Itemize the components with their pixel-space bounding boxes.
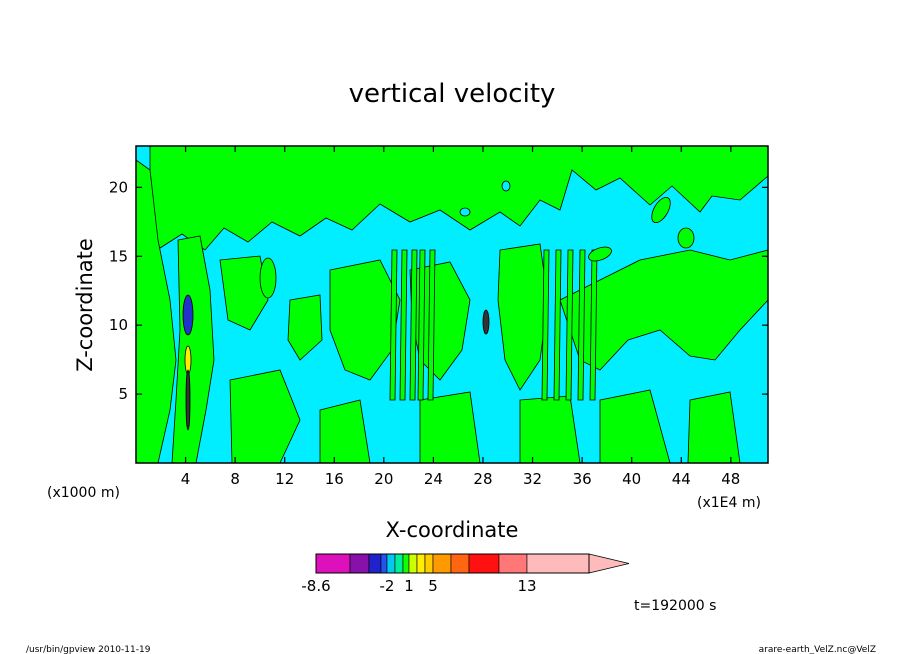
streak	[577, 249, 586, 401]
colorbar-swatch	[432, 553, 452, 574]
streak	[541, 249, 550, 401]
positive-region	[229, 369, 301, 463]
colorbar-swatch	[450, 553, 470, 574]
positive-region	[171, 235, 215, 463]
colorbar-extend-arrow	[588, 553, 630, 574]
colorbar-tick-label: -2	[380, 577, 395, 595]
streak	[417, 249, 426, 401]
y-tick-label: 15	[109, 247, 128, 265]
updraft-core	[182, 294, 194, 336]
colorbar-swatch	[402, 553, 410, 574]
colorbar-swatch	[498, 553, 528, 574]
positive-region	[219, 255, 269, 331]
streak	[427, 249, 436, 401]
colorbar-tick-label: 1	[404, 577, 414, 595]
colorbar-swatch	[424, 553, 434, 574]
x-tick-label: 36	[573, 470, 592, 488]
positive-region	[419, 391, 481, 463]
contour-field	[136, 146, 768, 463]
colorbar-tick-label: 13	[517, 577, 536, 595]
small-cyan-region	[501, 180, 511, 192]
updraft-core	[482, 309, 490, 335]
streak	[553, 249, 562, 401]
time-annotation: t=192000 s	[634, 598, 716, 614]
streak	[565, 249, 574, 401]
footer-right: arare-earth_VelZ.nc@VelZ	[759, 645, 876, 654]
positive-region	[588, 246, 612, 262]
positive-region	[677, 227, 695, 249]
positive-region	[259, 257, 277, 299]
x-tick-label: 24	[424, 470, 443, 488]
colorbar-swatch	[408, 553, 418, 574]
x-tick-label: 20	[374, 470, 393, 488]
positive-region	[687, 391, 741, 463]
colorbar-swatch	[386, 553, 396, 574]
x-axis: 4 8 12 16 20 24 28 32 36 40 44 48	[181, 146, 740, 488]
y-axis-label: Z-coordinate	[73, 238, 97, 372]
positive-region	[497, 243, 549, 391]
streak	[399, 249, 408, 401]
colorbar-swatch	[468, 553, 500, 574]
chart-title: vertical velocity	[349, 79, 556, 109]
x-tick-label: 28	[473, 470, 492, 488]
x-tick-label: 40	[622, 470, 641, 488]
x-tick-label: 16	[325, 470, 344, 488]
y-tick-label: 5	[118, 385, 128, 403]
plot-area	[135, 145, 769, 464]
colorbar-swatch	[416, 553, 426, 574]
colorbar-tick-label: -8.6	[301, 577, 330, 595]
positive-region	[519, 395, 581, 463]
y-axis: 5 10 15 20	[109, 178, 768, 403]
x-tick-label: 32	[523, 470, 542, 488]
streak	[409, 249, 418, 401]
x-axis-label: X-coordinate	[386, 518, 519, 542]
positive-region	[149, 146, 768, 251]
colorbar-swatch	[315, 553, 351, 574]
colorbar-swatch	[380, 553, 388, 574]
colorbar-frame	[315, 553, 590, 574]
positive-region	[651, 196, 671, 224]
colorbar-swatch	[394, 553, 404, 574]
colorbar-tick-label: 5	[428, 577, 438, 595]
positive-region	[559, 249, 768, 371]
positive-region	[599, 389, 671, 463]
updraft-core	[185, 369, 191, 431]
x-tick-label: 4	[181, 470, 191, 488]
y-tick-label: 10	[109, 316, 128, 334]
footer-left: /usr/bin/gpview 2010-11-19	[26, 645, 151, 654]
small-cyan-region	[459, 207, 471, 217]
y-tick-label: 20	[109, 178, 128, 196]
streak	[389, 249, 398, 401]
x-unit-label: (x1E4 m)	[697, 495, 761, 511]
x-tick-label: 44	[672, 470, 691, 488]
positive-region	[329, 259, 401, 381]
colorbar-swatch	[526, 553, 590, 574]
plot-frame	[135, 145, 769, 464]
positive-region	[287, 294, 323, 361]
colorbar-swatch	[368, 553, 382, 574]
x-tick-label: 12	[275, 470, 294, 488]
colorbar-swatch	[349, 553, 370, 574]
x-tick-label: 8	[230, 470, 240, 488]
positive-region	[319, 399, 371, 463]
y-unit-label: (x1000 m)	[47, 485, 120, 501]
x-tick-label: 48	[721, 470, 740, 488]
positive-region	[136, 159, 177, 463]
colorbar: -8.6 -2 1 5 13	[301, 553, 630, 595]
